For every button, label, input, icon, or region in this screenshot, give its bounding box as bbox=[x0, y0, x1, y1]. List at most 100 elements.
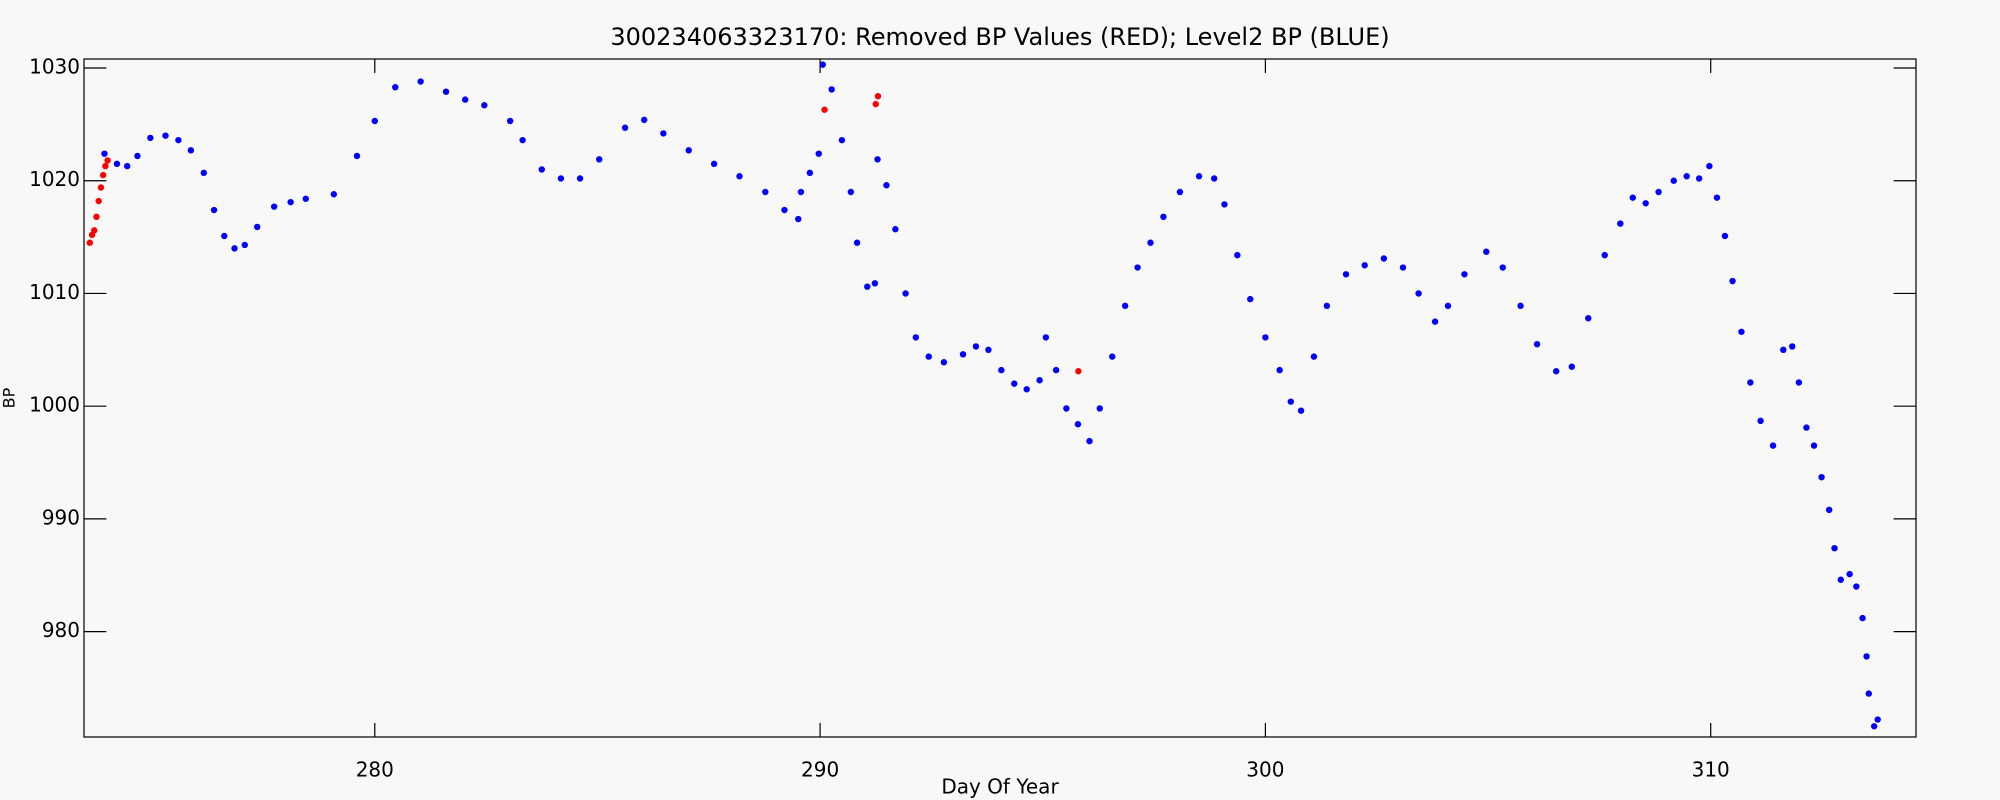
data-point bbox=[417, 78, 424, 85]
data-point bbox=[1036, 377, 1043, 384]
data-point bbox=[1837, 576, 1844, 583]
data-point bbox=[1865, 690, 1872, 697]
data-point bbox=[1747, 379, 1754, 386]
data-point bbox=[1617, 220, 1624, 227]
y-tick-label: 1030 bbox=[29, 55, 80, 79]
data-point bbox=[847, 188, 855, 196]
data-point bbox=[1444, 302, 1452, 310]
data-point bbox=[1642, 200, 1649, 207]
data-point bbox=[1323, 302, 1331, 310]
data-point bbox=[1431, 318, 1439, 325]
data-point bbox=[1629, 194, 1636, 201]
data-point bbox=[330, 191, 338, 198]
data-point bbox=[576, 175, 584, 182]
data-point bbox=[1713, 194, 1721, 201]
x-axis-label: Day Of Year bbox=[941, 775, 1059, 799]
data-point bbox=[1795, 379, 1803, 386]
data-point bbox=[99, 171, 107, 179]
data-point bbox=[912, 334, 920, 341]
data-point bbox=[1846, 570, 1853, 578]
data-point bbox=[806, 169, 814, 177]
y-tick-label: 990 bbox=[42, 505, 80, 529]
data-point bbox=[1831, 544, 1838, 552]
data-point bbox=[187, 147, 195, 154]
data-point bbox=[1859, 614, 1866, 622]
data-point bbox=[1533, 340, 1541, 348]
data-point bbox=[762, 188, 769, 196]
data-point bbox=[1818, 473, 1825, 481]
data-point bbox=[97, 184, 105, 191]
data-point bbox=[710, 160, 718, 168]
data-point bbox=[1415, 290, 1422, 297]
data-point bbox=[1789, 343, 1796, 350]
data-point bbox=[972, 343, 980, 350]
data-point bbox=[1109, 353, 1116, 360]
data-point bbox=[1210, 175, 1218, 182]
data-point bbox=[1670, 177, 1677, 184]
data-point bbox=[1234, 251, 1241, 259]
data-point bbox=[1160, 213, 1167, 221]
data-point bbox=[1499, 264, 1506, 271]
data-point bbox=[200, 169, 207, 177]
data-point bbox=[1195, 173, 1203, 180]
data-point bbox=[102, 162, 109, 170]
data-point bbox=[736, 173, 743, 180]
data-point bbox=[538, 166, 545, 173]
y-tick-label: 980 bbox=[42, 618, 80, 642]
data-point bbox=[1461, 271, 1468, 278]
data-point bbox=[838, 136, 846, 144]
data-point bbox=[797, 188, 805, 196]
y-tick-label: 1020 bbox=[29, 167, 80, 191]
data-point bbox=[231, 245, 238, 252]
data-point bbox=[998, 366, 1005, 374]
data-point bbox=[210, 206, 218, 214]
data-point bbox=[1552, 368, 1560, 375]
data-point bbox=[1096, 405, 1103, 412]
data-point bbox=[101, 150, 108, 157]
data-point bbox=[874, 156, 881, 163]
data-point bbox=[1517, 302, 1524, 310]
data-point bbox=[1757, 417, 1764, 425]
data-point bbox=[940, 359, 948, 366]
data-point bbox=[1380, 255, 1388, 262]
x-tick-label: 310 bbox=[1692, 758, 1730, 782]
data-point bbox=[392, 83, 399, 91]
data-point bbox=[270, 203, 278, 210]
data-point bbox=[660, 130, 667, 137]
data-point bbox=[1706, 162, 1713, 170]
data-point bbox=[506, 117, 514, 125]
data-point bbox=[1810, 442, 1818, 449]
data-point bbox=[685, 147, 692, 154]
data-point bbox=[1052, 366, 1060, 374]
data-point bbox=[371, 117, 378, 125]
data-point bbox=[1176, 188, 1184, 196]
data-point bbox=[853, 239, 861, 246]
data-point bbox=[883, 182, 890, 189]
chart-title: 300234063323170: Removed BP Values (RED)… bbox=[610, 23, 1389, 51]
data-point bbox=[640, 116, 648, 124]
data-point bbox=[1870, 723, 1878, 730]
data-point bbox=[892, 226, 899, 233]
data-point bbox=[1721, 232, 1729, 240]
data-point bbox=[985, 346, 992, 354]
data-point bbox=[442, 88, 450, 95]
data-point bbox=[819, 61, 826, 68]
data-point bbox=[1853, 583, 1860, 590]
data-point bbox=[1585, 315, 1592, 322]
data-point bbox=[123, 162, 131, 170]
data-point bbox=[1042, 334, 1050, 341]
data-point bbox=[1803, 424, 1810, 431]
data-point bbox=[86, 239, 93, 246]
data-point bbox=[1863, 653, 1870, 660]
data-point bbox=[795, 215, 802, 223]
data-point bbox=[175, 136, 182, 144]
data-point bbox=[481, 102, 488, 109]
y-tick-label: 1010 bbox=[29, 280, 80, 304]
data-point bbox=[1074, 421, 1082, 428]
data-point bbox=[1147, 239, 1154, 246]
plot-frame bbox=[83, 58, 1917, 738]
data-point bbox=[828, 86, 835, 93]
data-point bbox=[821, 106, 828, 113]
data-point bbox=[95, 197, 102, 205]
